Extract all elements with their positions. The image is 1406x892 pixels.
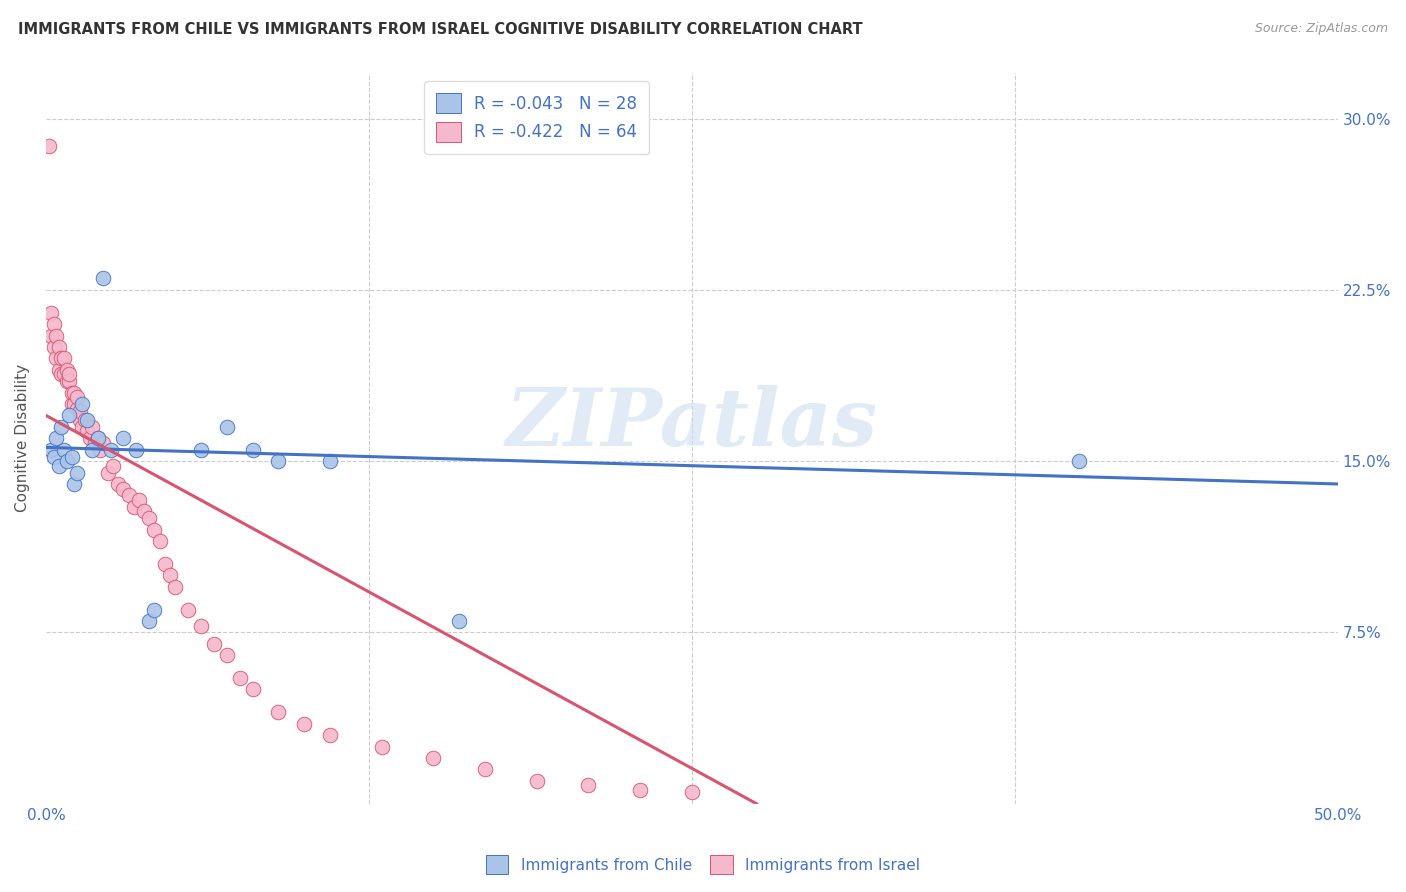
- Point: [143, 523, 166, 537]
- Point: [48, 458, 70, 473]
- Point: [55, 374, 77, 388]
- Text: ZIPatlas: ZIPatlas: [506, 385, 877, 462]
- Point: [48, 340, 70, 354]
- Point: [82, 420, 104, 434]
- Point: [66, 390, 89, 404]
- Point: [149, 534, 172, 549]
- Point: [48, 363, 70, 377]
- Point: [422, 751, 444, 765]
- Point: [202, 637, 225, 651]
- Point: [138, 511, 160, 525]
- Point: [39, 442, 62, 457]
- Point: [42, 340, 65, 354]
- Point: [628, 783, 651, 797]
- Point: [39, 306, 62, 320]
- Point: [42, 450, 65, 464]
- Point: [165, 580, 187, 594]
- Point: [292, 716, 315, 731]
- Point: [267, 454, 290, 468]
- Point: [73, 413, 96, 427]
- Point: [122, 500, 145, 514]
- Point: [84, 435, 107, 450]
- Point: [63, 477, 86, 491]
- Point: [112, 431, 135, 445]
- Point: [45, 351, 67, 366]
- Point: [53, 368, 76, 382]
- Point: [153, 557, 176, 571]
- Point: [82, 442, 104, 457]
- Point: [51, 420, 73, 434]
- Point: [190, 442, 212, 457]
- Point: [51, 368, 73, 382]
- Point: [79, 431, 101, 445]
- Point: [53, 351, 76, 366]
- Point: [58, 374, 80, 388]
- Point: [101, 458, 124, 473]
- Point: [449, 614, 471, 628]
- Point: [134, 504, 156, 518]
- Point: [125, 442, 148, 457]
- Point: [45, 431, 67, 445]
- Point: [58, 409, 80, 423]
- Y-axis label: Cognitive Disability: Cognitive Disability: [15, 364, 30, 512]
- Point: [319, 728, 342, 742]
- Point: [70, 420, 93, 434]
- Point: [117, 488, 139, 502]
- Point: [112, 482, 135, 496]
- Point: [69, 404, 91, 418]
- Point: [143, 602, 166, 616]
- Point: [51, 351, 73, 366]
- Point: [100, 442, 122, 457]
- Point: [69, 413, 91, 427]
- Point: [86, 431, 108, 445]
- Point: [60, 385, 83, 400]
- Point: [578, 778, 600, 792]
- Point: [1069, 454, 1091, 468]
- Point: [63, 397, 86, 411]
- Point: [91, 435, 114, 450]
- Point: [138, 614, 160, 628]
- Point: [474, 763, 496, 777]
- Point: [76, 413, 98, 427]
- Legend: Immigrants from Chile, Immigrants from Israel: Immigrants from Chile, Immigrants from I…: [479, 849, 927, 880]
- Point: [76, 425, 98, 439]
- Point: [63, 385, 86, 400]
- Point: [215, 648, 238, 663]
- Point: [66, 401, 89, 416]
- Point: [42, 317, 65, 331]
- Point: [70, 397, 93, 411]
- Legend: R = -0.043   N = 28, R = -0.422   N = 64: R = -0.043 N = 28, R = -0.422 N = 64: [425, 81, 650, 153]
- Point: [86, 431, 108, 445]
- Point: [55, 454, 77, 468]
- Point: [91, 271, 114, 285]
- Point: [66, 466, 89, 480]
- Point: [53, 442, 76, 457]
- Point: [215, 420, 238, 434]
- Text: Source: ZipAtlas.com: Source: ZipAtlas.com: [1254, 22, 1388, 36]
- Point: [242, 442, 264, 457]
- Point: [89, 442, 111, 457]
- Point: [38, 139, 60, 153]
- Point: [97, 466, 120, 480]
- Point: [58, 368, 80, 382]
- Point: [159, 568, 181, 582]
- Point: [45, 328, 67, 343]
- Point: [39, 328, 62, 343]
- Point: [190, 618, 212, 632]
- Point: [681, 785, 703, 799]
- Point: [55, 363, 77, 377]
- Point: [267, 706, 290, 720]
- Point: [228, 671, 250, 685]
- Point: [107, 477, 129, 491]
- Point: [242, 682, 264, 697]
- Point: [128, 492, 150, 507]
- Point: [60, 397, 83, 411]
- Text: IMMIGRANTS FROM CHILE VS IMMIGRANTS FROM ISRAEL COGNITIVE DISABILITY CORRELATION: IMMIGRANTS FROM CHILE VS IMMIGRANTS FROM…: [18, 22, 863, 37]
- Point: [526, 773, 548, 788]
- Point: [60, 450, 83, 464]
- Point: [371, 739, 394, 754]
- Point: [177, 602, 200, 616]
- Point: [319, 454, 342, 468]
